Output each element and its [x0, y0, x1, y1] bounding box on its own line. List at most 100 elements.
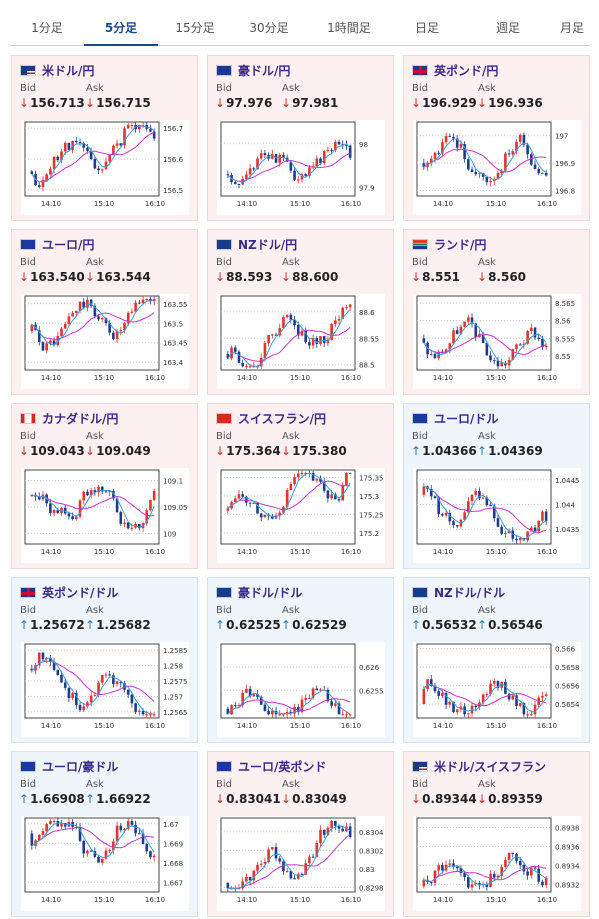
- price-chart[interactable]: 197 196.9 196.8 14:10 15:10 16:10: [413, 120, 581, 215]
- ask-value: ↑1.04369: [477, 444, 543, 458]
- y-tick-label: 0.8936: [555, 843, 580, 851]
- price-chart[interactable]: 0.566 0.5658 0.5656 0.5654 14:10 15:10 16:10: [413, 642, 581, 737]
- card-title[interactable]: カナダドル/円: [20, 410, 118, 426]
- card-title[interactable]: ユーロ/円: [20, 236, 94, 252]
- tab-3[interactable]: 30分足: [249, 21, 289, 35]
- x-tick-label: 16:10: [341, 374, 361, 382]
- candle-body: [263, 704, 267, 711]
- price-chart[interactable]: 8.565 8.56 8.555 8.55 14:10 15:10 16:10: [413, 294, 581, 389]
- price-chart[interactable]: 1.0445 1.044 1.0435 14:10 15:10 16:10: [413, 468, 581, 563]
- card-title[interactable]: 英ポンド/円: [412, 62, 498, 78]
- candle-body: [326, 149, 330, 152]
- card-title[interactable]: 米ドル/円: [20, 62, 94, 78]
- currency-card[interactable]: ユーロ/豪ドル Bid Ask ↑1.66908 ↑1.66922 1.67 1.669 1.…: [11, 751, 198, 917]
- price-chart[interactable]: 1.67 1.669 1.668 1.667 14:10 15:10 16:10: [21, 816, 189, 911]
- currency-card[interactable]: ユーロ/ドル Bid Ask ↑1.04366 ↑1.04369 1.0445 1.044 1…: [403, 403, 590, 569]
- bid-label: Bid: [412, 779, 428, 790]
- card-title[interactable]: スイスフラン/円: [216, 410, 326, 426]
- candle-body: [507, 530, 511, 533]
- tab-5[interactable]: 日足: [414, 21, 439, 35]
- ask-price: 175.380: [292, 444, 347, 458]
- candle-body: [481, 173, 485, 177]
- candle-body: [63, 142, 67, 152]
- currency-card[interactable]: カナダドル/円 Bid Ask ↓109.043 ↓109.049 109.1 109.05…: [11, 403, 198, 569]
- x-tick-label: 16:10: [145, 374, 165, 382]
- y-tick-label: 1.2565: [163, 709, 188, 717]
- candle-body: [319, 336, 322, 344]
- tab-6[interactable]: 週足: [495, 21, 520, 35]
- candle-body: [526, 144, 529, 155]
- x-tick-label: 14:10: [433, 722, 453, 730]
- candle-body: [278, 154, 282, 163]
- currency-card[interactable]: スイスフラン/円 Bid Ask ↓175.364 ↓175.380 175.35 175.…: [207, 403, 394, 569]
- price-chart[interactable]: 88.6 88.55 88.5 14:10 15:10 16:10: [217, 294, 385, 389]
- candle-body: [474, 883, 478, 885]
- tab-0[interactable]: 1分足: [31, 21, 63, 35]
- price-chart[interactable]: 0.8938 0.8936 0.8934 0.8932 14:10 15:10 16:10: [413, 816, 581, 911]
- card-title[interactable]: 豪ドル/ドル: [216, 584, 302, 600]
- y-tick-label: 163.4: [163, 359, 184, 367]
- tab-1[interactable]: 5分足: [84, 8, 158, 46]
- candle-body: [134, 703, 137, 712]
- currency-card[interactable]: 英ポンド/円 Bid Ask ↓196.929 ↓196.936 197 196.9 196.…: [403, 55, 590, 221]
- candle-body: [334, 141, 337, 151]
- moving-average-slow: [227, 834, 351, 889]
- price-chart[interactable]: 109.1 109.05 109 14:10 15:10 16:10: [21, 468, 189, 563]
- bid-price: 88.593: [226, 270, 273, 284]
- price-chart[interactable]: 98 97.9 14:10 15:10 16:10: [217, 120, 385, 215]
- candle-body: [345, 472, 348, 486]
- currency-card[interactable]: 米ドル/スイスフラン Bid Ask ↓0.89344 ↓0.89359 0.8938 0.…: [403, 751, 590, 917]
- y-tick-label: 8.565: [555, 300, 575, 308]
- price-chart[interactable]: 1.2585 1.258 1.2575 1.257 1.2565 14:10 15:10 16…: [21, 642, 189, 737]
- candle-body: [433, 152, 437, 159]
- currency-card[interactable]: 豪ドル/ドル Bid Ask ↑0.62525 ↑0.62529 0.626 0.6255 1…: [207, 577, 394, 743]
- candle-body: [30, 171, 34, 174]
- candle-body: [285, 489, 289, 507]
- card-title[interactable]: 英ポンド/ドル: [20, 584, 118, 600]
- pair-name: ユーロ/豪ドル: [42, 759, 119, 774]
- x-tick-label: 16:10: [537, 548, 557, 556]
- candle-body: [530, 327, 533, 332]
- price-chart[interactable]: 0.626 0.6255 14:10 15:10 16:10: [217, 642, 385, 737]
- plot-frame: [220, 817, 356, 893]
- y-tick-label: 156.5: [163, 187, 183, 195]
- moving-average-fast: [227, 825, 351, 889]
- candle-body: [489, 505, 492, 507]
- currency-card[interactable]: NZドル/ドル Bid Ask ↑0.56532 ↑0.56546 0.566 0.5658…: [403, 577, 590, 743]
- currency-card[interactable]: ユーロ/英ポンド Bid Ask ↓0.83041 ↓0.83049 0.8304 0.83…: [207, 751, 394, 917]
- bid-price: 0.89344: [422, 792, 477, 806]
- price-chart[interactable]: 0.8304 0.8302 0.83 0.8298 14:10 15:10 16:10: [217, 816, 385, 911]
- currency-card[interactable]: ランド/円 Bid Ask ↓8.551 ↓8.560 8.565 8.56 8.555 8.5…: [403, 229, 590, 395]
- card-title[interactable]: ランド/円: [412, 236, 486, 252]
- ask-price: 0.56546: [488, 618, 543, 632]
- card-title[interactable]: ユーロ/豪ドル: [20, 758, 118, 774]
- candle-body: [541, 172, 544, 174]
- price-chart[interactable]: 163.55 163.5 163.45 163.4 14:10 15:10 16:10: [21, 294, 189, 389]
- currency-card[interactable]: 豪ドル/円 Bid Ask ↓97.976 ↓97.981 98 97.9 14:10 15:1…: [207, 55, 394, 221]
- tab-7[interactable]: 月足: [559, 21, 584, 35]
- arrow-down-icon: ↓: [411, 96, 422, 110]
- currency-card[interactable]: NZドル/円 Bid Ask ↓88.593 ↓88.600 88.6 88.55 88.5 1…: [207, 229, 394, 395]
- candle-body: [489, 873, 492, 887]
- tab-4[interactable]: 1時間足: [327, 21, 371, 35]
- candle-body: [522, 703, 526, 715]
- candle-body: [515, 344, 518, 350]
- ask-value: ↓163.544: [85, 270, 151, 284]
- card-title[interactable]: NZドル/円: [216, 236, 297, 252]
- currency-card[interactable]: 米ドル/円 Bid Ask ↓156.713 ↓156.715 156.7 156.6 156…: [11, 55, 198, 221]
- candle-body: [226, 174, 230, 176]
- card-title[interactable]: ユーロ/ドル: [412, 410, 498, 426]
- currency-card[interactable]: ユーロ/円 Bid Ask ↓163.540 ↓163.544 163.55 163.5 16…: [11, 229, 198, 395]
- price-chart[interactable]: 156.7 156.6 156.5 14:10 15:10 16:10: [21, 120, 189, 215]
- card-title[interactable]: 豪ドル/円: [216, 62, 290, 78]
- card-title[interactable]: NZドル/ドル: [412, 584, 505, 600]
- candle-body: [263, 153, 267, 156]
- x-tick-label: 14:10: [41, 200, 61, 208]
- card-title[interactable]: 米ドル/スイスフラン: [412, 758, 546, 774]
- tab-2[interactable]: 15分足: [175, 21, 215, 35]
- price-chart[interactable]: 175.35 175.3 175.25 175.2 14:10 15:10 16:10: [217, 468, 385, 563]
- card-title[interactable]: ユーロ/英ポンド: [216, 758, 326, 774]
- candle-body: [259, 153, 263, 159]
- candle-body: [348, 714, 352, 716]
- currency-card[interactable]: 英ポンド/ドル Bid Ask ↑1.25672 ↑1.25682 1.2585 1.258…: [11, 577, 198, 743]
